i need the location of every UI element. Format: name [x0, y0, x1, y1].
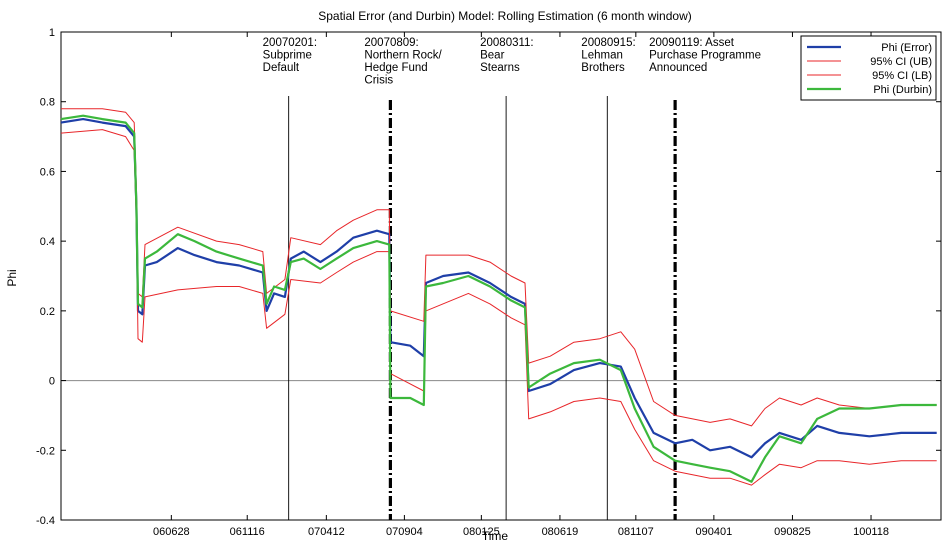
event-annotation-line: Hedge Fund	[364, 62, 427, 74]
event-annotation-line: Bear	[480, 50, 504, 62]
x-tick-label: 070412	[308, 526, 345, 538]
x-tick-label: 081107	[618, 526, 654, 538]
event-annotation-line: Crisis	[364, 75, 393, 87]
x-axis-label: Time	[482, 529, 509, 543]
series-line	[60, 129, 937, 486]
event-annotation-line: Default	[263, 62, 300, 74]
event-annotation-line: Brothers	[581, 62, 625, 74]
event-annotation-line: 20070809:	[364, 37, 418, 49]
series-line	[60, 114, 937, 483]
y-tick-label: 0.4	[40, 236, 55, 248]
y-tick-label: 1	[49, 27, 55, 39]
y-tick-label: -0.4	[36, 515, 55, 527]
event-annotation-line: Announced	[649, 62, 707, 74]
y-tick-label: -0.2	[36, 445, 55, 457]
event-annotation: 20080311: Bear Stearns	[480, 37, 534, 74]
legend-entry: Phi (Error)	[881, 42, 932, 54]
event-annotation-line: 20080311:	[480, 37, 534, 49]
event-annotation: 20080915: Lehman Brothers	[581, 37, 635, 74]
series-line	[60, 118, 937, 459]
y-tick-label: 0.2	[40, 306, 55, 318]
event-annotation-line: Stearns	[480, 62, 520, 74]
event-annotation-line: 20090119: Asset	[649, 37, 735, 49]
legend-entry: 95% CI (UB)	[870, 56, 932, 68]
chart-title: Spatial Error (and Durbin) Model: Rollin…	[318, 9, 692, 23]
x-tick-label: 070904	[386, 526, 423, 538]
y-axis-label: Phi	[5, 269, 19, 286]
series-line	[61, 108, 937, 427]
x-tick-label: 061116	[230, 526, 265, 538]
x-tick-label: 090825	[774, 526, 811, 538]
event-annotation: 20090119: Asset Purchase Programme Announc…	[649, 37, 761, 74]
event-annotation: 20070201: Subprime Default	[263, 37, 317, 74]
x-tick-label: 090401	[696, 526, 733, 538]
y-tick-label: 0.8	[40, 97, 55, 109]
plot-frame	[60, 31, 942, 521]
event-annotation-line: 20070201:	[263, 37, 317, 49]
event-annotation-line: Subprime	[263, 50, 312, 62]
legend-entry: 95% CI (LB)	[872, 70, 932, 82]
x-tick-label: 060628	[153, 526, 190, 538]
event-annotation-line: Lehman	[581, 50, 623, 62]
event-annotation: 20070809: Northern Rock/Hedge Fund Crisis	[364, 37, 442, 87]
y-tick-label: 0	[49, 376, 55, 388]
event-annotation-line: Purchase Programme	[649, 50, 761, 62]
legend-entry: Phi (Durbin)	[873, 84, 932, 96]
x-tick-label: 080125	[463, 526, 500, 538]
x-tick-label: 080619	[542, 526, 579, 538]
y-tick-label: 0.6	[40, 166, 55, 178]
event-annotation-line: 20080915:	[581, 37, 635, 49]
x-tick-label: 100118	[853, 526, 889, 538]
event-annotation-line: Northern Rock/	[364, 50, 442, 62]
